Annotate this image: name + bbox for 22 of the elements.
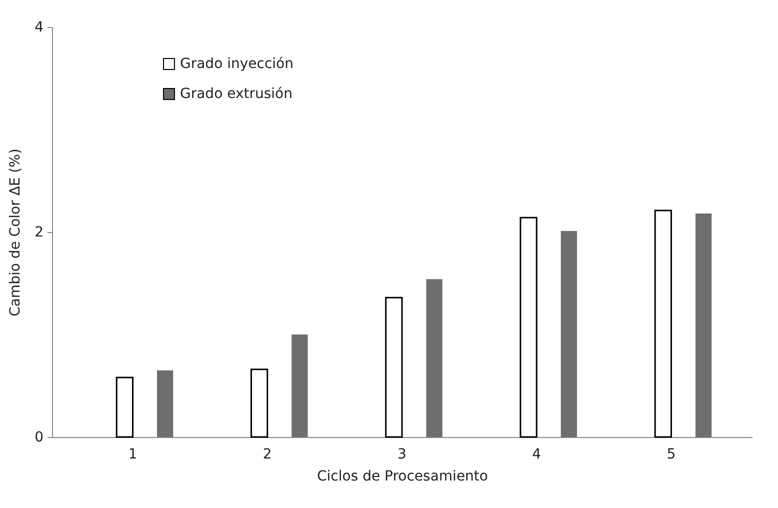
legend-label: Grado extrusión [180,86,292,102]
bar [426,279,442,437]
x-tick-label: 2 [262,446,272,462]
y-tick-label: 2 [34,224,44,240]
bar [560,230,577,437]
y-tick-label: 0 [34,430,44,446]
x-tick-label: 1 [128,446,138,462]
x-tick-label: 5 [666,446,676,462]
bar [385,296,403,438]
x-axis-title: Ciclos de Procesamiento [317,468,488,484]
y-tick-label: 4 [34,20,44,36]
x-tick-label: 4 [532,446,542,462]
bar [520,216,538,438]
bar [292,334,308,437]
y-axis-title: Cambio de Color ΔE (%) [8,148,24,316]
legend-label: Grado inyección [180,56,294,72]
bar [654,210,672,438]
bar [695,214,712,437]
bar [250,368,268,438]
x-tick-label: 3 [398,446,406,462]
bar [157,370,174,437]
bar [116,376,134,438]
